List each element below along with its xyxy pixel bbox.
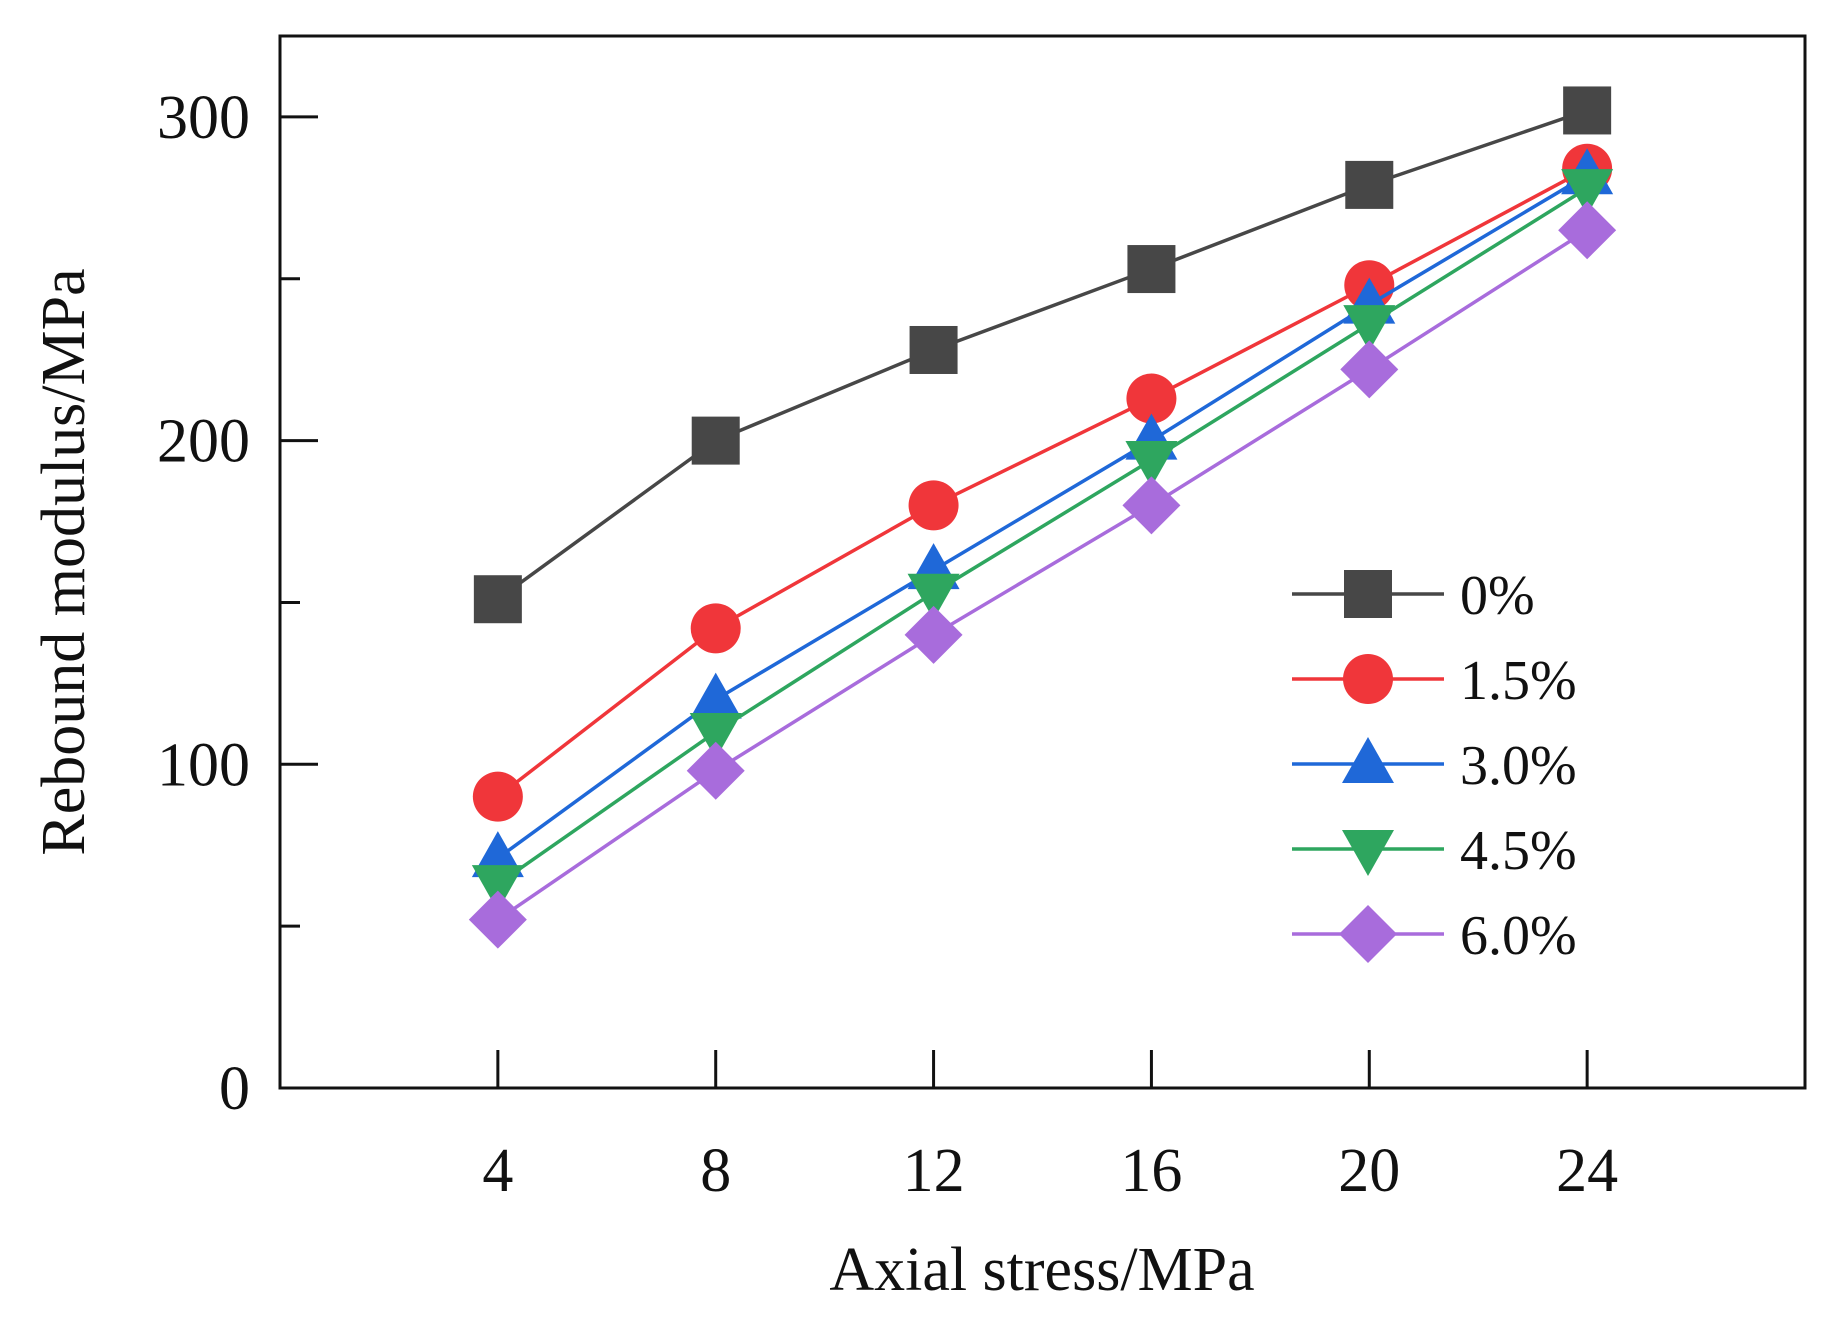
series-line [496, 108, 1588, 601]
x-tick-label: 24 [1556, 1137, 1618, 1205]
axes: 4 8 12 16 20 24 0 100 200 300 [157, 84, 1618, 1205]
series-line [496, 173, 1589, 860]
series-line [496, 167, 1588, 799]
legend-marker [1342, 737, 1394, 783]
series-1.5% [472, 143, 1613, 822]
legend-item: 1.5% [1292, 650, 1577, 712]
legend-label: 4.5% [1460, 820, 1577, 882]
series-6.0% [468, 201, 1617, 949]
legend-item: 6.0% [1292, 905, 1577, 967]
data-point [472, 771, 523, 822]
data-point [1125, 441, 1178, 488]
series-4.5% [471, 169, 1614, 912]
y-tick-label: 0 [219, 1055, 250, 1123]
data-point [1561, 169, 1614, 216]
data-point [907, 573, 960, 620]
series-line [496, 186, 1589, 886]
data-point [691, 416, 740, 465]
data-point [904, 605, 963, 664]
y-tick-label: 200 [157, 408, 250, 476]
x-tick-label: 20 [1338, 1137, 1400, 1205]
legend-item: 0% [1292, 565, 1535, 627]
legend-label: 0% [1460, 565, 1535, 627]
data-point [1343, 305, 1396, 352]
plot-frame [278, 34, 1807, 1090]
legend: 0% 1.5% 3.0% 4.5% 6.0% [1292, 565, 1577, 967]
data-point [1122, 476, 1181, 535]
data-point [473, 575, 522, 624]
x-tick-label: 12 [903, 1137, 965, 1205]
x-tick-label: 8 [700, 1137, 731, 1205]
data-point [1340, 340, 1399, 399]
series-0% [473, 86, 1612, 624]
y-axis-title: Rebound modulus/MPa [30, 268, 98, 855]
legend-item: 4.5% [1292, 820, 1577, 882]
legend-marker [1344, 570, 1392, 618]
data-point [468, 890, 527, 949]
series-layer [468, 86, 1617, 949]
data-point [686, 741, 745, 800]
data-point [689, 672, 742, 719]
data-point [908, 480, 959, 531]
data-point [1126, 373, 1177, 424]
x-tick-label: 4 [482, 1137, 513, 1205]
y-tick-label: 100 [157, 731, 250, 799]
x-tick-label: 16 [1120, 1137, 1182, 1205]
data-point [909, 325, 958, 374]
data-point [690, 603, 741, 654]
y-tick-label: 300 [157, 84, 250, 152]
legend-label: 3.0% [1460, 735, 1577, 797]
legend-label: 6.0% [1460, 905, 1577, 967]
legend-marker [1339, 905, 1397, 963]
data-point [471, 865, 524, 912]
legend-item: 3.0% [1292, 735, 1577, 797]
legend-marker [1343, 654, 1393, 704]
data-point [1345, 160, 1394, 209]
x-axis-title: Axial stress/MPa [829, 1236, 1254, 1304]
data-point [689, 712, 742, 759]
legend-label: 1.5% [1460, 650, 1577, 712]
series-line [496, 228, 1589, 922]
data-point [1563, 86, 1612, 135]
series-3.0% [471, 148, 1614, 878]
data-point [1127, 245, 1176, 294]
data-point [1558, 201, 1617, 260]
legend-marker [1342, 830, 1394, 876]
